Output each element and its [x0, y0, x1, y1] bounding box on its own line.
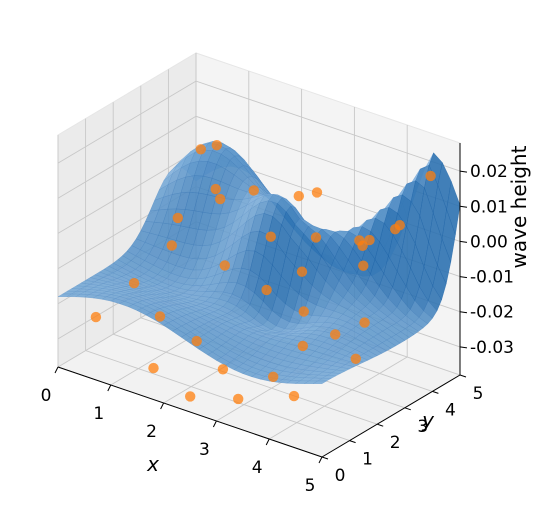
x-tick: [54, 366, 59, 374]
z-tick-label: -0.01: [470, 268, 514, 288]
scatter-point: [298, 306, 309, 317]
y-tick: [377, 423, 384, 427]
x-axis-line: [57, 366, 323, 458]
scatter-point: [154, 311, 166, 322]
y-tick: [459, 374, 467, 378]
x-tick: [212, 420, 217, 428]
scatter-point: [195, 144, 206, 155]
x-tick-label: 2: [146, 422, 157, 442]
scatter-point: [357, 240, 368, 251]
x-tick: [265, 438, 270, 446]
scatter-point: [219, 260, 230, 271]
scatter-points: [90, 140, 436, 405]
z-tick: [459, 240, 468, 243]
z-tick-label: 0.01: [470, 197, 508, 217]
z-tick-label: 0.02: [470, 162, 508, 182]
z-axis-title: wave height: [507, 145, 531, 268]
scatter-point: [310, 232, 322, 243]
y-axis-title: y: [421, 408, 435, 432]
scatter-point: [211, 140, 222, 151]
scatter-point: [265, 231, 276, 242]
scatter-point: [296, 266, 308, 277]
z-tick-label: -0.02: [470, 303, 514, 323]
scatter-point: [148, 362, 159, 374]
x-tick: [160, 402, 165, 410]
x-tick-label: 0: [41, 386, 52, 406]
scatter-point: [297, 340, 308, 352]
scatter-point: [330, 329, 341, 340]
x-tick: [107, 384, 112, 392]
scatter-point: [233, 393, 244, 405]
scatter-point: [311, 187, 323, 198]
axes-lines: [54, 143, 468, 464]
z-tick: [459, 311, 468, 314]
scatter-point: [364, 234, 375, 246]
scatter-point: [217, 364, 229, 375]
x-tick-label: 1: [93, 404, 104, 424]
scatter-point: [128, 278, 140, 289]
z-gridline: [57, 115, 461, 207]
surface-facet: [312, 380, 328, 384]
z-tick-label: 0.00: [470, 232, 508, 252]
y-tick-label: 1: [362, 450, 373, 470]
scatter-point: [172, 212, 183, 224]
scatter-point: [293, 190, 304, 202]
scatter-point: [288, 390, 300, 402]
y-axis-line: [321, 374, 461, 458]
z-tick: [459, 346, 468, 349]
y-tick: [349, 440, 356, 444]
z-tick-label: -0.03: [470, 338, 514, 358]
y-tick-label: 2: [390, 433, 401, 453]
y-tick-label: 5: [473, 384, 484, 404]
y-tick-label: 0: [335, 466, 346, 486]
y-tick: [404, 407, 411, 411]
x-axis-title: x: [146, 452, 159, 476]
scatter-point: [350, 353, 361, 364]
z-tick: [459, 276, 468, 279]
scatter-point: [248, 185, 259, 196]
y-tick-label: 4: [445, 400, 456, 420]
scatter-point: [358, 260, 369, 271]
x-tick-label: 4: [252, 458, 263, 478]
scatter-point: [394, 220, 405, 231]
wave-surface: [57, 141, 461, 384]
scatter-point: [191, 335, 202, 347]
z-tick: [459, 170, 468, 173]
x-tick-label: 5: [305, 476, 316, 496]
y-tick: [321, 456, 329, 460]
y-tick: [432, 390, 439, 394]
scatter-point: [185, 391, 196, 402]
scatter-point: [90, 311, 102, 323]
scatter-point: [425, 170, 436, 182]
scatter-point: [268, 371, 279, 382]
y-tick-label: 3: [417, 417, 428, 437]
x-tick: [318, 456, 323, 464]
scatter-point: [215, 193, 226, 205]
z-gridline: [57, 80, 461, 172]
scatter-point: [261, 284, 272, 296]
scatter-point: [210, 183, 221, 195]
scatter-point: [359, 317, 370, 328]
scatter-point: [166, 240, 177, 251]
x-tick-label: 3: [199, 440, 210, 460]
y-gridline: [85, 118, 350, 442]
z-tick: [459, 205, 468, 208]
